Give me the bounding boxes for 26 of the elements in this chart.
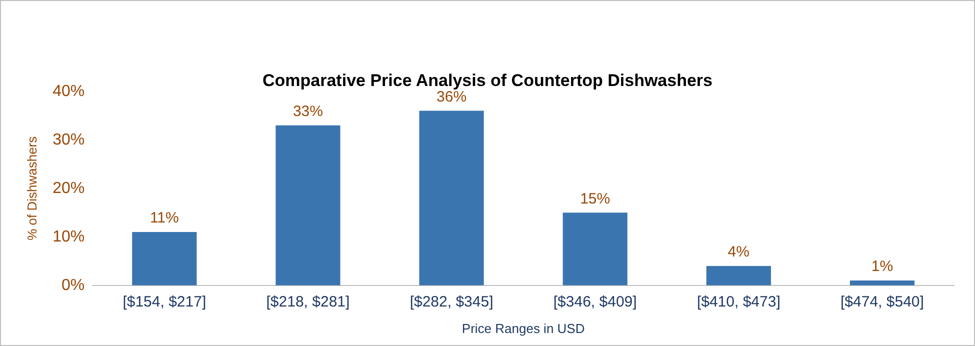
bar: [419, 110, 484, 286]
x-tick-label: [$282, $345]: [410, 294, 494, 311]
data-label: 11%: [150, 210, 179, 227]
data-label: 33%: [292, 102, 323, 120]
x-tick-label: [$346, $409]: [553, 294, 637, 311]
bar: [276, 125, 340, 286]
x-axis-title: Price Ranges in USD: [462, 320, 585, 336]
y-tick-label: 30%: [52, 131, 85, 148]
chart-title: Comparative Price Analysis of Countertop Dishwashers: [262, 70, 712, 90]
bar: [132, 232, 197, 286]
bar: [562, 212, 628, 286]
y-tick-label: 0%: [62, 276, 85, 294]
data-label: 36%: [436, 88, 467, 106]
x-tick-label: [$218, $281]: [266, 294, 350, 311]
x-tick-label: [$154, $217]: [122, 294, 206, 311]
y-tick-label: 20%: [52, 180, 85, 197]
x-tick-label: [$410, $473]: [696, 294, 780, 311]
bar: [706, 266, 771, 286]
x-tick-label: [$474, $540]: [840, 294, 924, 311]
y-axis-title: % of Dishwashers: [24, 136, 40, 240]
y-tick-label: 40%: [52, 82, 85, 100]
data-label: 15%: [580, 190, 610, 208]
bar: [850, 280, 915, 286]
data-label: 4%: [728, 244, 750, 261]
y-tick-label: 10%: [52, 228, 85, 246]
data-label: 1%: [871, 258, 894, 276]
